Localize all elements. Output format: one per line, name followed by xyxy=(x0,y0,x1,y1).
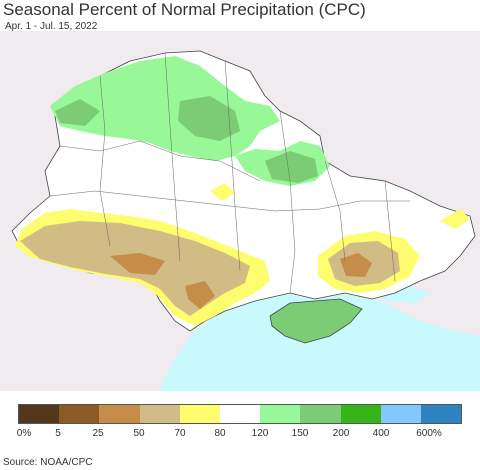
legend-swatch xyxy=(179,405,220,423)
legend-swatch xyxy=(99,405,140,423)
black-sea xyxy=(160,293,480,391)
legend-swatch xyxy=(19,405,60,423)
legend-label: 120 xyxy=(251,428,269,439)
legend-label: 80 xyxy=(214,428,226,439)
southwest-dry-core xyxy=(110,253,165,275)
northeast-wet-core xyxy=(265,151,318,183)
legend-label: 50 xyxy=(133,428,145,439)
source-credit: Source: NOAA/CPC xyxy=(3,457,93,468)
legend-label: 400 xyxy=(372,428,390,439)
legend-label: 200 xyxy=(332,428,350,439)
legend-label: 25 xyxy=(92,428,104,439)
precipitation-map xyxy=(0,31,480,391)
oblast-borders xyxy=(49,52,410,294)
legend-color-bar xyxy=(18,404,462,424)
legend-label: 5 xyxy=(55,428,61,439)
legend-label: 150 xyxy=(291,428,309,439)
legend-swatch xyxy=(139,405,180,423)
legend-swatch xyxy=(219,405,261,423)
crimea-above-normal xyxy=(269,298,363,344)
southeast-dry-core xyxy=(340,253,372,277)
northwest-wet-core xyxy=(55,99,100,126)
central-dry-patch xyxy=(210,183,235,201)
legend-swatch xyxy=(300,405,341,423)
legend-swatch xyxy=(380,405,421,423)
east-dry-patch xyxy=(440,209,470,229)
legend-label: 70 xyxy=(174,428,186,439)
date-range-subtitle: Apr. 1 - Jul. 15, 2022 xyxy=(5,21,98,32)
legend-swatch xyxy=(59,405,100,423)
legend-swatch xyxy=(420,405,462,423)
legend-swatch xyxy=(260,405,301,423)
odesa-dry-core xyxy=(185,281,215,309)
legend-label: 600% xyxy=(416,428,442,439)
legend-swatch xyxy=(340,405,381,423)
north-wet-core xyxy=(178,96,240,141)
map-title: Seasonal Percent of Normal Precipitation… xyxy=(3,0,366,19)
legend-label: 0% xyxy=(16,428,32,439)
legend-labels: 0% 5 25 50 70 80 120 150 200 400 600% xyxy=(0,428,480,442)
